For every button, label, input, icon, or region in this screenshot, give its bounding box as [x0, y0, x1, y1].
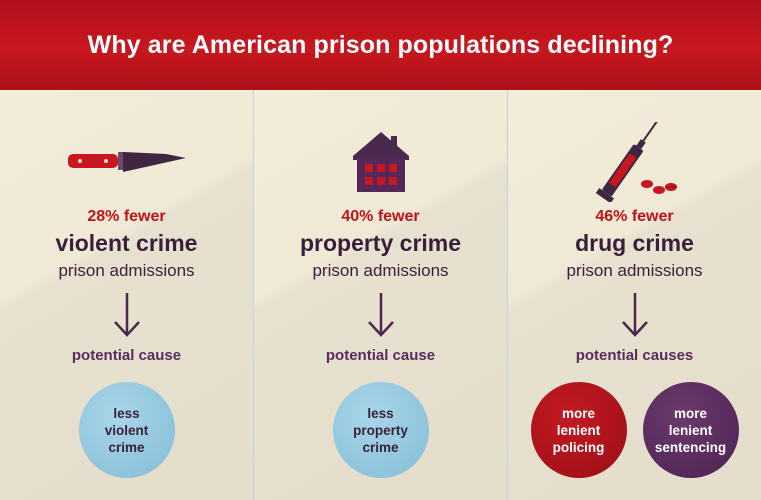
cause-label: potential causes: [575, 347, 694, 364]
cause-circle-more-lenient-sentencing: more lenient sentencing: [642, 382, 739, 478]
panels: 28% fewer violent crime prison admission…: [0, 90, 761, 500]
page-title: Why are American prison populations decl…: [87, 30, 674, 59]
cause-line: crime: [108, 439, 145, 455]
knife-icon: [0, 122, 253, 202]
cause-circles: more lenient policing more lenient sente…: [508, 382, 761, 478]
stat-percent: 28% fewer: [87, 208, 166, 225]
stat-percent: 40% fewer: [341, 208, 420, 225]
cause-line: violent: [104, 422, 149, 438]
cause-circle-more-lenient-policing: more lenient policing: [530, 382, 627, 478]
cause-circle-less-violent-crime: less violent crime: [78, 382, 175, 478]
cause-line: policing: [552, 439, 605, 455]
panel-property-crime: 40% fewer property crime prison admissio…: [253, 90, 507, 500]
cause-line: less: [113, 405, 140, 421]
stat-percent: 46% fewer: [595, 208, 674, 225]
cause-line: property: [353, 422, 408, 438]
crime-type: property crime: [299, 230, 462, 256]
arrow-down-icon: [0, 290, 253, 340]
cause-line: sentencing: [654, 439, 727, 455]
cause-line: more: [561, 405, 595, 421]
cause-line: lenient: [556, 422, 601, 438]
cause-line: crime: [362, 439, 399, 455]
house-icon: [254, 122, 507, 202]
crime-type: violent crime: [55, 230, 198, 256]
cause-circle-less-property-crime: less property crime: [332, 382, 429, 478]
crime-type: drug crime: [575, 230, 694, 256]
panel-drug-crime: 46% fewer drug crime prison admissions p…: [507, 90, 761, 500]
panel-violent-crime: 28% fewer violent crime prison admission…: [0, 90, 253, 500]
cause-line: more: [673, 405, 707, 421]
arrow-down-icon: [254, 290, 507, 340]
cause-line: lenient: [668, 422, 713, 438]
cause-label: potential cause: [71, 347, 182, 364]
cause-circles: less violent crime: [0, 382, 253, 478]
crime-subtitle: prison admissions: [58, 261, 195, 280]
arrow-down-icon: [508, 290, 761, 340]
syringe-pills-icon: [508, 122, 761, 202]
cause-circles: less property crime: [254, 382, 507, 478]
cause-label: potential cause: [325, 347, 436, 364]
cause-line: less: [367, 405, 394, 421]
crime-subtitle: prison admissions: [566, 261, 703, 280]
crime-subtitle: prison admissions: [312, 261, 449, 280]
title-banner: Why are American prison populations decl…: [0, 0, 761, 90]
